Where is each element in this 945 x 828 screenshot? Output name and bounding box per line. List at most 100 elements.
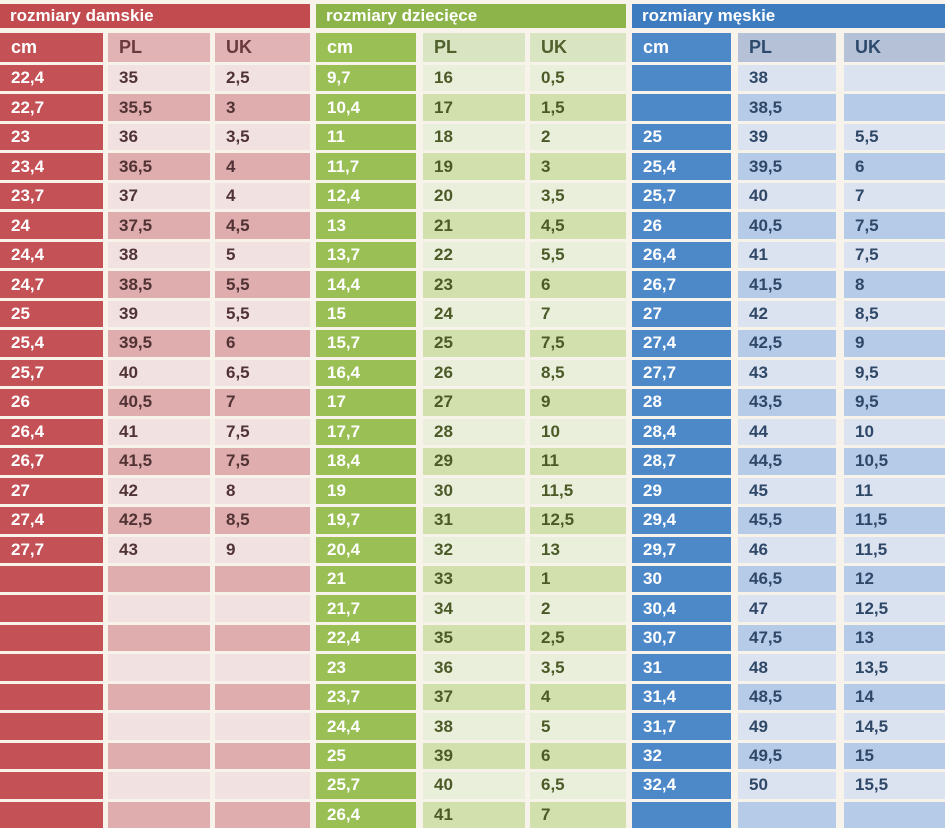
table-row: 11,7 19 3 xyxy=(316,153,626,180)
uk-cell: 12,5 xyxy=(844,595,945,622)
table-row: 18,4 29 11 xyxy=(316,448,626,475)
table-row: 9,7 16 0,5 xyxy=(316,65,626,92)
pl-cell: 37 xyxy=(108,182,210,210)
cm-cell: 17,7 xyxy=(316,418,416,446)
table-row: 16,4 26 8,5 xyxy=(316,359,626,387)
pl-cell: 33 xyxy=(423,565,525,593)
cm-cell: 18,4 xyxy=(316,448,416,475)
table-row: 25,7 40 6,5 xyxy=(0,359,310,387)
uk-cell xyxy=(215,565,310,593)
uk-cell: 2 xyxy=(530,595,626,622)
cm-cell: 13 xyxy=(316,212,416,239)
cm-cell: 24 xyxy=(0,212,103,239)
pl-cell: 25 xyxy=(423,330,525,357)
uk-cell: 15,5 xyxy=(844,772,945,799)
pl-cell: 23 xyxy=(423,271,525,298)
pl-cell: 42 xyxy=(738,300,836,328)
women-table-header-row: cm PL UK xyxy=(0,33,310,62)
pl-cell: 38 xyxy=(738,65,836,92)
cm-cell: 30,7 xyxy=(632,624,731,652)
table-row: 21 33 1 xyxy=(316,565,626,593)
cm-cell: 26 xyxy=(0,389,103,416)
uk-cell: 11 xyxy=(844,477,945,505)
pl-cell: 40,5 xyxy=(108,389,210,416)
table-row: 25 39 5,5 xyxy=(632,123,945,151)
women-table-rows: 22,4 35 2,5 22,7 35,5 3 23 36 3,5 23,4 36,5 4 23,7 37… xyxy=(0,65,310,828)
table-row: 31,4 48,5 14 xyxy=(632,683,945,711)
table-row xyxy=(0,624,310,652)
pl-cell xyxy=(108,742,210,770)
cm-cell: 27,4 xyxy=(632,330,731,357)
cm-cell: 25 xyxy=(316,742,416,770)
uk-cell: 3 xyxy=(530,153,626,180)
table-row: 23,7 37 4 xyxy=(316,683,626,711)
pl-cell: 39,5 xyxy=(738,153,836,180)
children-sizes-table: rozmiary dziecięce cm PL UK 9,7 16 0,5 10,4… xyxy=(316,4,626,828)
cm-cell xyxy=(0,624,103,652)
cm-cell xyxy=(0,565,103,593)
uk-cell: 7,5 xyxy=(215,448,310,475)
cm-cell xyxy=(0,654,103,681)
table-row: 29,4 45,5 11,5 xyxy=(632,507,945,534)
pl-cell: 26 xyxy=(423,359,525,387)
cm-cell: 19,7 xyxy=(316,507,416,534)
uk-cell: 9 xyxy=(530,389,626,416)
table-row: 30,4 47 12,5 xyxy=(632,595,945,622)
pl-cell: 39 xyxy=(423,742,525,770)
uk-cell xyxy=(215,772,310,799)
pl-cell: 20 xyxy=(423,182,525,210)
cm-cell: 25,7 xyxy=(0,359,103,387)
cm-cell: 26,4 xyxy=(632,241,731,269)
cm-cell: 28 xyxy=(632,389,731,416)
cm-cell: 28,4 xyxy=(632,418,731,446)
men-sizes-table: rozmiary męskie cm PL UK 38 38,5 25 39 5,5 25… xyxy=(632,4,945,828)
uk-cell: 9 xyxy=(844,330,945,357)
table-row: 29 45 11 xyxy=(632,477,945,505)
pl-cell: 21 xyxy=(423,212,525,239)
table-row: 38 xyxy=(632,65,945,92)
cm-cell: 16,4 xyxy=(316,359,416,387)
table-row: 27 42 8 xyxy=(0,477,310,505)
pl-cell: 38,5 xyxy=(738,94,836,121)
pl-cell: 17 xyxy=(423,94,525,121)
pl-cell: 41 xyxy=(108,418,210,446)
uk-cell: 5,5 xyxy=(215,300,310,328)
pl-cell: 39 xyxy=(738,123,836,151)
cm-cell: 26,7 xyxy=(632,271,731,298)
women-table-title: rozmiary damskie xyxy=(0,4,310,28)
pl-cell: 40,5 xyxy=(738,212,836,239)
table-row xyxy=(0,713,310,740)
pl-cell: 35 xyxy=(108,65,210,92)
cm-cell: 23,4 xyxy=(0,153,103,180)
cm-cell xyxy=(632,801,731,828)
uk-cell: 5 xyxy=(530,713,626,740)
cm-cell: 25 xyxy=(0,300,103,328)
uk-cell: 11 xyxy=(530,448,626,475)
cm-cell xyxy=(632,65,731,92)
uk-cell: 1 xyxy=(530,565,626,593)
uk-cell: 9,5 xyxy=(844,359,945,387)
table-row: 28,7 44,5 10,5 xyxy=(632,448,945,475)
cm-cell: 27,4 xyxy=(0,507,103,534)
table-row: 17,7 28 10 xyxy=(316,418,626,446)
cm-cell: 25 xyxy=(632,123,731,151)
cm-cell: 21,7 xyxy=(316,595,416,622)
pl-cell: 37,5 xyxy=(108,212,210,239)
pl-cell: 36,5 xyxy=(108,153,210,180)
pl-cell: 27 xyxy=(423,389,525,416)
men-table-header-row: cm PL UK xyxy=(632,33,945,62)
uk-cell: 10,5 xyxy=(844,448,945,475)
cm-cell xyxy=(0,772,103,799)
pl-cell: 18 xyxy=(423,123,525,151)
pl-cell: 40 xyxy=(108,359,210,387)
pl-cell xyxy=(108,565,210,593)
uk-cell: 7 xyxy=(530,801,626,828)
pl-cell: 43 xyxy=(108,536,210,563)
uk-cell xyxy=(844,94,945,121)
cm-cell: 23,7 xyxy=(316,683,416,711)
cm-cell xyxy=(0,713,103,740)
table-row: 15 24 7 xyxy=(316,300,626,328)
cm-cell: 31,4 xyxy=(632,683,731,711)
table-row: 22,4 35 2,5 xyxy=(0,65,310,92)
cm-cell: 14,4 xyxy=(316,271,416,298)
